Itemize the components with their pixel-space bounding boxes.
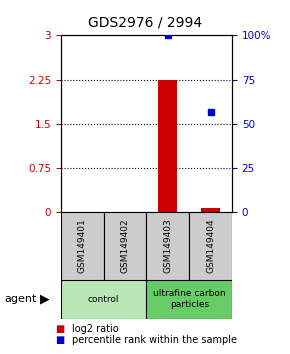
Text: agent: agent xyxy=(4,294,37,304)
Text: control: control xyxy=(88,295,119,304)
Text: ultrafine carbon
particles: ultrafine carbon particles xyxy=(153,290,226,309)
Text: log2 ratio: log2 ratio xyxy=(72,324,119,334)
Text: GSM149403: GSM149403 xyxy=(163,219,172,273)
Text: ■: ■ xyxy=(55,324,64,334)
Text: ▶: ▶ xyxy=(40,293,50,306)
Text: GSM149404: GSM149404 xyxy=(206,219,215,273)
Bar xyxy=(146,280,232,319)
Text: percentile rank within the sample: percentile rank within the sample xyxy=(72,335,238,345)
Bar xyxy=(104,212,146,280)
Bar xyxy=(146,212,189,280)
Text: GDS2976 / 2994: GDS2976 / 2994 xyxy=(88,16,202,30)
Bar xyxy=(158,80,177,212)
Bar xyxy=(61,212,104,280)
Text: ■: ■ xyxy=(55,335,64,345)
Bar xyxy=(61,280,146,319)
Text: GSM149401: GSM149401 xyxy=(78,219,87,273)
Bar xyxy=(189,212,232,280)
Bar xyxy=(201,208,220,212)
Text: GSM149402: GSM149402 xyxy=(121,219,130,273)
